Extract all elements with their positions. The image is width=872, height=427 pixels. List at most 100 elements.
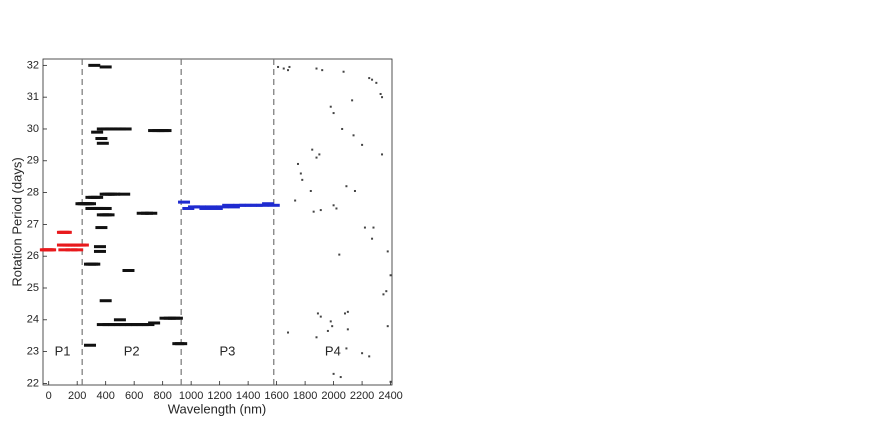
point [385,290,388,293]
point [332,372,335,375]
point [44,248,57,252]
point [287,69,290,72]
point [371,78,374,81]
point [119,127,132,131]
point [341,127,344,130]
point [316,312,319,315]
point [312,210,315,213]
point [93,249,106,253]
point [339,376,342,379]
point [363,226,366,229]
point [287,331,290,334]
point [95,137,108,141]
point [118,192,131,196]
point [227,205,240,209]
point [368,77,371,80]
point [301,178,304,181]
y-tick-label: 25 [27,282,39,294]
y-tick-label: 22 [27,377,39,389]
point [256,203,269,207]
point [262,202,275,206]
point [329,320,332,323]
point [76,243,89,247]
point [351,99,354,102]
point [381,153,384,156]
point [88,262,101,266]
point [296,162,299,165]
point [210,206,223,210]
point [99,299,112,303]
point [368,355,371,358]
point [379,92,382,95]
x-tick-label: 400 [96,390,114,402]
point [319,209,322,212]
point [277,65,280,68]
y-tick-label: 26 [27,250,39,262]
x-tick-label: 200 [68,390,86,402]
point [346,310,349,313]
y-tick-label: 31 [27,91,39,103]
point [318,153,321,156]
point [315,336,318,339]
point [361,143,364,146]
point [71,248,84,252]
region-label: P4 [325,343,341,358]
point [315,67,318,70]
point [159,129,172,133]
x-tick-label: 1000 [179,390,203,402]
point [345,185,348,188]
x-tick-label: 0 [46,390,52,402]
point [267,203,280,207]
point [122,269,135,273]
point [84,202,97,206]
region-label: P2 [124,343,140,358]
point [88,63,101,67]
point [91,130,104,134]
point [178,200,191,204]
y-tick-label: 23 [27,346,39,358]
point [371,237,374,240]
point [99,206,112,210]
point [58,248,71,252]
x-tick-label: 2000 [321,390,345,402]
point [93,245,106,249]
x-tick-label: 2400 [378,390,402,402]
point [113,318,126,322]
point [222,203,235,207]
point [142,323,155,327]
point [91,195,104,199]
region-label: P1 [55,343,71,358]
point [145,211,158,215]
point [389,380,392,383]
y-tick-label: 24 [27,314,39,326]
point [294,199,297,202]
point [84,343,97,347]
point [148,321,161,325]
point [175,342,188,346]
point [386,250,389,253]
point [335,207,338,210]
point [108,192,121,196]
point [331,325,334,328]
point [382,293,385,296]
point [353,189,356,192]
point [326,329,329,332]
y-tick-label: 30 [27,123,39,135]
region-label: P3 [220,343,236,358]
point [216,205,229,209]
point [315,156,318,159]
x-tick-label: 1600 [264,390,288,402]
point [375,81,378,84]
y-tick-label: 29 [27,155,39,167]
point [329,105,332,108]
x-tick-label: 600 [125,390,143,402]
y-axis-label: Rotation Period (days) [9,157,24,286]
point [332,204,335,207]
point [311,148,314,151]
point [343,312,346,315]
point [309,189,312,192]
point [361,352,364,355]
point [299,172,302,175]
x-tick-label: 1200 [207,390,231,402]
